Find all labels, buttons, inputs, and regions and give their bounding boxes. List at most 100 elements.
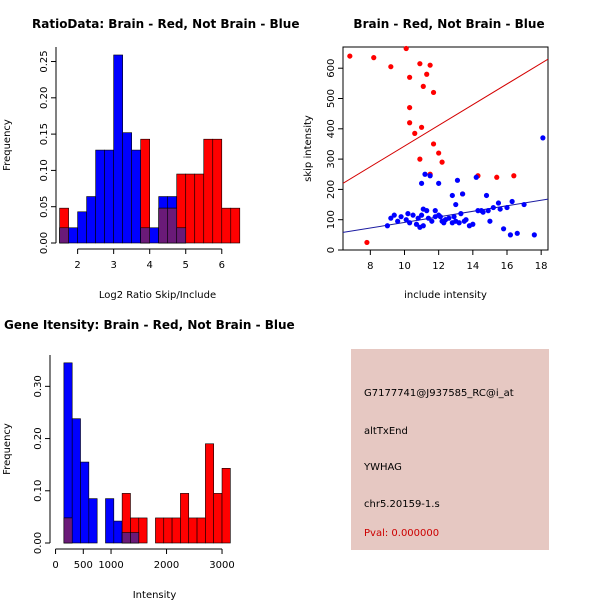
locus: chr5.20159-1.s [364,499,440,510]
intensity-bar-brain [138,517,148,544]
scatter-point-brain [417,156,423,162]
pval-text: Pval: 0.000000 [364,528,439,539]
scatter-point-not-brain [415,215,421,221]
intensity-x-tick-label: 3000 [209,560,234,571]
scatter-point-brain [430,89,437,96]
ratio-y-tick-label: 0.15 [39,123,50,145]
intensity-y-tick-label: 0.20 [33,427,44,449]
ratio-bar-brain [185,173,196,244]
scatter-point-brain [417,61,423,67]
scatter-point-not-brain [521,201,527,208]
scatter-point-not-brain [456,220,462,226]
intensity-bar-not-brain [105,498,115,544]
scatter-title: Brain - Red, Not Brain - Blue [353,17,544,31]
intensity-bar-overlap [130,532,140,544]
intensity-bar-not-brain [63,362,73,544]
ratio-bar-not-brain [122,132,132,244]
scatter-y-tick-label: 0 [326,247,337,253]
ratio-bar-not-brain [149,227,160,244]
intensity-bar-not-brain [113,520,123,544]
ratio-bar-not-brain [77,211,87,244]
scatter-point-not-brain [395,218,401,224]
scatter-point-not-brain [405,211,411,217]
scatter-point-not-brain [432,208,438,214]
scatter-point-not-brain [413,221,420,227]
scatter-point-brain [430,141,437,147]
scatter-point-brain [418,124,425,130]
scatter-point-not-brain [500,226,507,232]
scatter-x-tick-label: 16 [501,261,514,272]
scatter-point-not-brain [422,171,428,177]
scatter-point-not-brain [453,201,459,208]
ratio-bar-overlap [176,227,187,244]
ratio-x-tick-label: 5 [183,260,189,271]
scatter-point-brain [439,159,445,165]
scatter-point-brain [511,173,517,179]
scatter-point-not-brain [478,208,484,214]
scatter-x-tick-label: 14 [466,261,479,272]
scatter-point-not-brain [490,204,496,211]
ratio-bar-not-brain [113,54,123,244]
ratio-x-tick-label: 6 [219,260,225,271]
scatter-fit-line-not-brain [343,198,548,233]
probe-id: G7177741@J937585_RC@i_at [364,388,514,399]
ratio-bar-brain [140,138,150,244]
scatter-point-brain [347,53,353,59]
scatter-point-not-brain [425,215,432,221]
scatter-x-tick-label: 12 [432,261,445,272]
scatter-point-brain [388,64,394,70]
ratio-bar-overlap [167,207,178,244]
scatter-point-not-brain [418,180,425,186]
intensity-bar-overlap [121,532,131,544]
intensity-bar-brain [180,493,190,544]
info-panel: G7177741@J937585_RC@i_at altTxEnd YWHAG … [351,349,549,550]
intensity-bar-overlap [63,517,73,544]
scatter-x-tick-label: 8 [367,261,373,272]
scatter-point-not-brain [509,198,515,205]
scatter-x-label: include intensity [404,290,487,301]
scatter-point-not-brain [454,177,461,183]
ratio-x-label: Log2 Ratio Skip/Include [99,290,216,301]
scatter-point-not-brain [437,214,443,220]
ratio-bar-not-brain [68,227,78,244]
ratio-y-tick-label: 0.05 [39,196,50,218]
scatter-point-brain [494,174,500,180]
intensity-x-label: Intensity [133,590,177,600]
scatter-point-brain [436,150,442,156]
ratio-bar-not-brain [131,149,141,244]
ratio-bar-brain [203,138,214,244]
ratio-bar-not-brain [95,149,105,244]
intensity-y-label: Frequency [2,423,13,475]
intensity-bar-not-brain [88,498,98,544]
ratio-bar-not-brain [104,149,114,244]
info-panel-background [351,349,549,550]
scatter-y-tick-label: 200 [326,180,337,199]
intensity-y-tick-label: 0.10 [33,480,44,502]
scatter-point-not-brain [420,206,426,212]
scatter-point-not-brain [507,232,514,238]
intensity-bar-brain [188,517,198,544]
ratio-bar-brain [221,207,232,244]
ratio-bar-overlap [140,227,150,244]
scatter-point-brain [407,104,413,111]
intensity-bar-brain [213,493,223,544]
scatter-point-not-brain [427,173,433,179]
scatter-point-not-brain [540,135,546,141]
scatter-point-not-brain [429,218,435,224]
scatter-point-not-brain [451,214,457,220]
scatter-point-not-brain [441,220,447,226]
scatter-point-brain [412,130,418,136]
intensity-scatter: Brain - Red, Not Brain - Blue 0 100 200 300 4… [303,17,549,301]
intensity-x-tick-label: 2000 [154,560,179,571]
scatter-y-tick-label: 600 [326,59,337,78]
scatter-plot-frame [342,46,549,251]
scatter-point-brain [420,83,426,89]
intensity-bar-not-brain [71,418,81,544]
scatter-x-tick-label: 18 [535,261,548,272]
ratio-x-tick-label: 3 [110,260,116,271]
scatter-point-brain [427,62,433,68]
scatter-point-not-brain [463,217,469,223]
intensity-y-tick-label: 0.00 [33,532,44,554]
intensity-x-tick-label: 500 [74,560,93,571]
